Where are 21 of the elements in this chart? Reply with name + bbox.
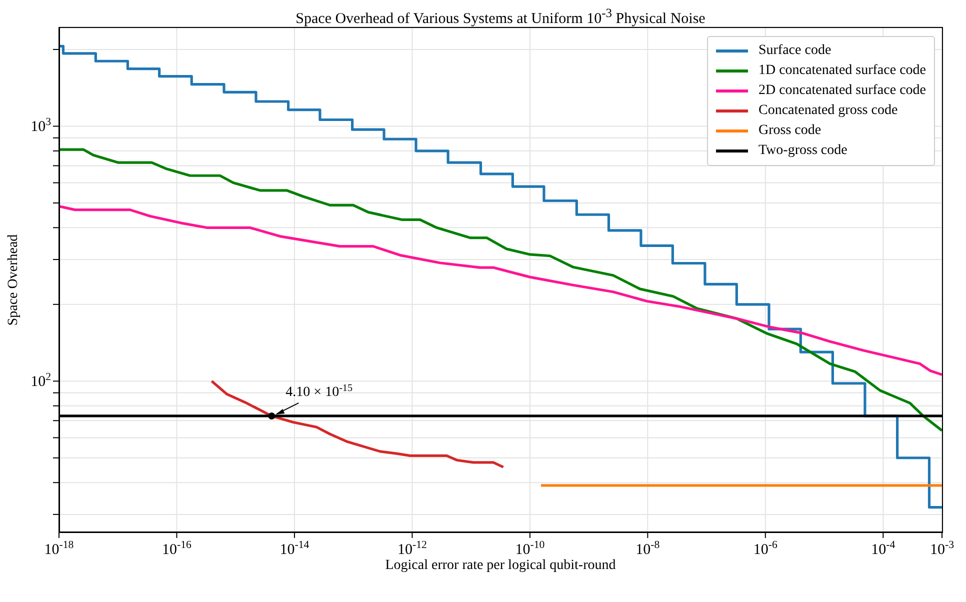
y-axis-title: Space Overhead (6, 234, 22, 326)
x-tick-label: 10$^{-6}$ (753, 539, 778, 558)
x-tick-label: 10$^{-3}$ (930, 539, 954, 558)
legend-label: 2D concatenated surface code (758, 83, 926, 99)
legend-label: Gross code (758, 123, 822, 139)
x-tick-label: 10$^{-16}$ (162, 539, 192, 558)
legend-label: Two-gross code (758, 143, 848, 159)
legend-label: Concatenated gross code (758, 103, 898, 119)
x-tick-label: 10$^{-18}$ (44, 539, 74, 558)
x-tick-label: 10$^{-14}$ (280, 539, 310, 558)
legend-label: 1D concatenated surface code (758, 63, 926, 79)
legend-label: Surface code (758, 43, 832, 59)
annotation: 4.10 × 10$^{-15}$ (286, 382, 353, 400)
chart-title: Space Overhead of Various Systems at Uniform 10$^{-3}$ Physical Noise (294, 6, 706, 28)
x-tick-label: 10$^{-12}$ (397, 539, 427, 558)
x-tick-label: 10$^{-10}$ (515, 539, 545, 558)
x-axis-title: Logical error rate per logical qubit-round (384, 558, 617, 574)
x-tick-label: 10$^{-4}$ (871, 539, 896, 558)
y-tick-label: 10$^{2}$ (30, 371, 51, 390)
y-tick-label: 10$^{3}$ (30, 116, 51, 136)
x-tick-label: 10$^{-8}$ (636, 539, 660, 558)
